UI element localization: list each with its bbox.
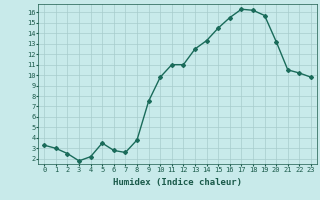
X-axis label: Humidex (Indice chaleur): Humidex (Indice chaleur) <box>113 178 242 187</box>
